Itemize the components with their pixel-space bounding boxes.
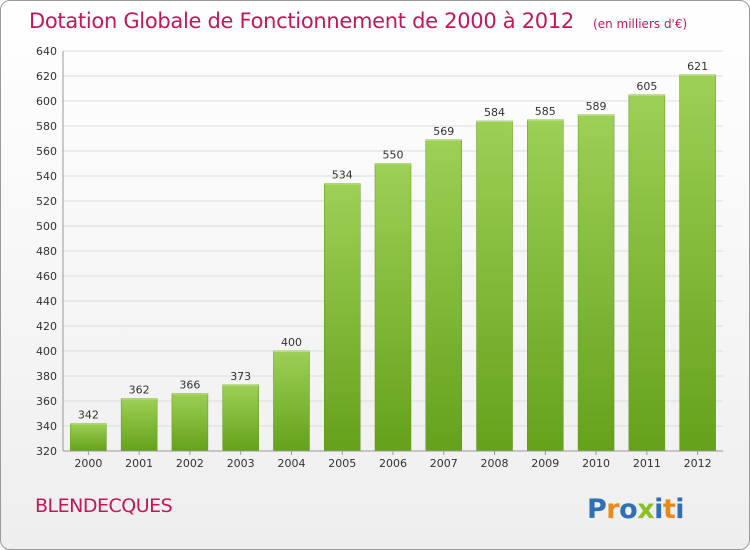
x-tick-label: 2006 bbox=[379, 457, 407, 470]
data-label: 569 bbox=[433, 125, 454, 138]
bar bbox=[374, 163, 412, 452]
y-tick-label: 440 bbox=[36, 295, 57, 308]
x-tick-label: 2012 bbox=[684, 457, 712, 470]
bar bbox=[273, 350, 310, 452]
bar bbox=[577, 114, 615, 452]
x-tick-label: 2007 bbox=[430, 457, 458, 470]
commune-name: BLENDECQUES bbox=[35, 495, 173, 517]
y-tick-label: 340 bbox=[36, 420, 57, 433]
bar bbox=[70, 423, 107, 452]
chart-title: Dotation Globale de Fonctionnement de 20… bbox=[29, 9, 574, 33]
x-tick-label: 2010 bbox=[582, 457, 610, 470]
x-tick-label: 2002 bbox=[176, 457, 204, 470]
y-tick-label: 620 bbox=[36, 70, 57, 83]
y-tick-label: 460 bbox=[36, 270, 57, 283]
data-label: 534 bbox=[332, 169, 353, 182]
bar bbox=[476, 120, 513, 452]
y-tick-label: 640 bbox=[36, 45, 57, 58]
data-label: 400 bbox=[281, 336, 302, 349]
y-tick-label: 520 bbox=[36, 195, 57, 208]
y-tick-label: 580 bbox=[36, 120, 57, 133]
y-tick-label: 600 bbox=[36, 95, 57, 108]
data-label: 362 bbox=[129, 384, 150, 397]
y-axis: 320 340 360 380 400 420 440 460 480 500 520 540 560 5… bbox=[36, 45, 64, 458]
y-tick-label: 360 bbox=[36, 395, 57, 408]
proxiti-logo: Proxiti bbox=[587, 494, 685, 525]
bars bbox=[70, 74, 716, 452]
bar bbox=[171, 393, 209, 452]
y-tick-label: 540 bbox=[36, 170, 57, 183]
data-label: 585 bbox=[535, 105, 556, 118]
y-tick-label: 320 bbox=[36, 445, 57, 458]
y-tick-label: 380 bbox=[36, 370, 57, 383]
x-tick-label: 2001 bbox=[125, 457, 153, 470]
y-tick-label: 480 bbox=[36, 245, 57, 258]
chart-unit: (en milliers d'€) bbox=[593, 17, 688, 31]
data-label: 366 bbox=[179, 379, 200, 392]
data-label: 621 bbox=[687, 60, 708, 73]
x-tick-label: 2003 bbox=[227, 457, 255, 470]
data-label: 605 bbox=[636, 80, 657, 93]
y-tick-label: 420 bbox=[36, 320, 57, 333]
bar bbox=[425, 139, 463, 452]
data-label: 373 bbox=[230, 370, 251, 383]
x-tick-label: 2009 bbox=[531, 457, 559, 470]
data-labels: 342 362 366 373 400 534 550 569 584 585 589 605 621 bbox=[78, 60, 708, 422]
data-label: 550 bbox=[383, 149, 404, 162]
x-axis: 2000 2001 2002 2003 2004 2005 2006 2007 2008 2009… bbox=[63, 450, 723, 470]
x-tick-label: 2008 bbox=[481, 457, 509, 470]
x-tick-label: 2005 bbox=[328, 457, 356, 470]
bar bbox=[628, 94, 666, 452]
y-tick-label: 560 bbox=[36, 145, 57, 158]
bar bbox=[679, 74, 716, 452]
x-tick-label: 2004 bbox=[277, 457, 305, 470]
bar bbox=[120, 398, 158, 452]
bar bbox=[323, 183, 361, 452]
chart-title-block: Dotation Globale de Fonctionnement de 20… bbox=[29, 9, 687, 33]
svg-text:Proxiti: Proxiti bbox=[587, 494, 684, 525]
bar bbox=[222, 384, 259, 452]
data-label: 584 bbox=[484, 106, 505, 119]
x-tick-label: 2011 bbox=[633, 457, 661, 470]
bar bbox=[527, 119, 564, 452]
y-tick-label: 500 bbox=[36, 220, 57, 233]
y-tick-label: 400 bbox=[36, 345, 57, 358]
data-label: 589 bbox=[586, 100, 607, 113]
data-label: 342 bbox=[78, 409, 99, 422]
x-tick-label: 2000 bbox=[74, 457, 102, 470]
